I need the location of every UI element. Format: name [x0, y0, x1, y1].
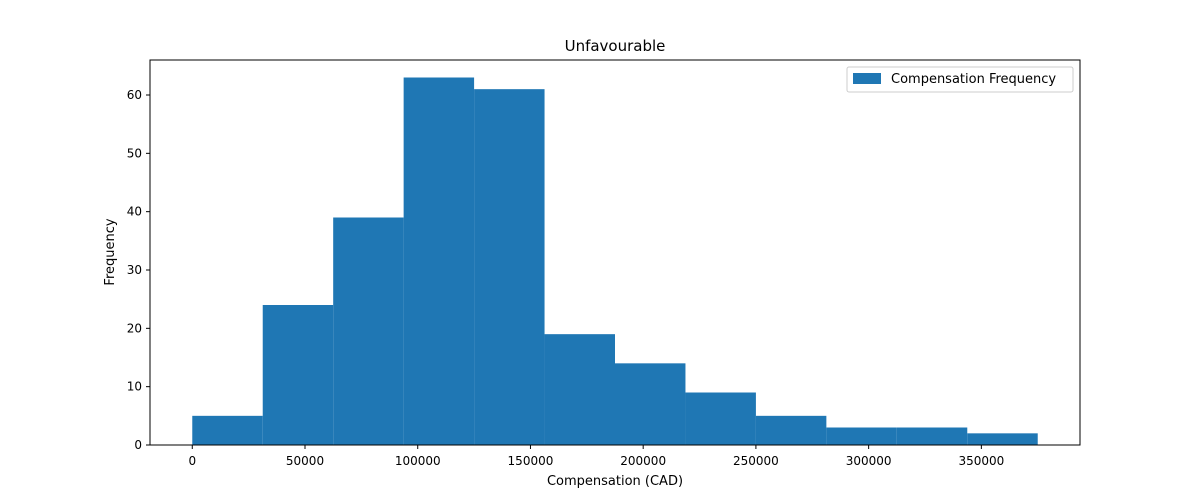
- chart-title: Unfavourable: [565, 37, 666, 55]
- x-tick-label: 250000: [733, 454, 779, 468]
- plot-frame: [149, 59, 1081, 446]
- legend: Compensation Frequency: [846, 66, 1074, 93]
- x-tick-label: 350000: [958, 454, 1004, 468]
- x-tick-label: 50000: [286, 454, 324, 468]
- histogram-bar: [967, 433, 1038, 445]
- legend-label: Compensation Frequency: [891, 72, 1056, 87]
- x-axis: 0 50000 100000 150000 200000 250000 300000 3500…: [188, 445, 1004, 468]
- histogram-bar: [544, 334, 615, 445]
- histogram-bar: [474, 89, 545, 446]
- y-axis: 0 10 20 30 40 50 60: [127, 88, 150, 452]
- histogram-bar: [615, 363, 686, 445]
- histogram-bar: [755, 415, 827, 445]
- histogram-bar: [333, 217, 404, 445]
- histogram-bar: [685, 392, 756, 445]
- legend-swatch: [853, 73, 881, 84]
- y-tick-label: 30: [127, 263, 142, 277]
- histogram-bar: [403, 77, 475, 445]
- y-tick-label: 40: [127, 205, 142, 219]
- y-tick-label: 20: [127, 321, 142, 335]
- y-tick-label: 60: [127, 88, 142, 102]
- histogram-bar: [826, 427, 897, 445]
- y-tick-label: 0: [134, 438, 142, 452]
- histogram-bar: [262, 305, 334, 445]
- x-tick-label: 0: [188, 454, 196, 468]
- x-tick-label: 150000: [508, 454, 554, 468]
- x-tick-label: 100000: [395, 454, 441, 468]
- y-axis-title: Frequency: [103, 218, 118, 285]
- legend-box: [846, 66, 1074, 93]
- x-tick-label: 300000: [846, 454, 892, 468]
- y-tick-label: 50: [127, 146, 142, 160]
- x-tick-label: 200000: [620, 454, 666, 468]
- histogram-bar: [896, 427, 968, 445]
- bars-group: [192, 77, 1038, 446]
- x-axis-title: Compensation (CAD): [547, 474, 683, 489]
- histogram-bar: [192, 415, 263, 445]
- y-tick-label: 10: [127, 380, 142, 394]
